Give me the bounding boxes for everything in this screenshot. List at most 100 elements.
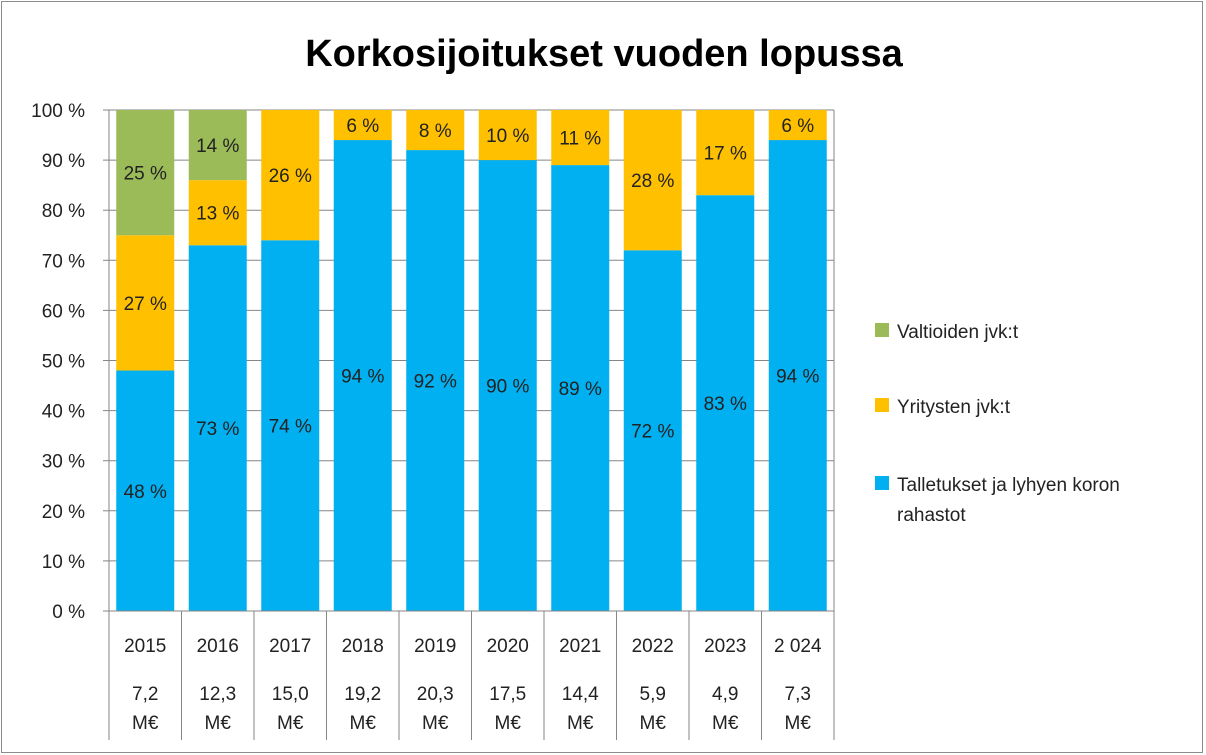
data-label: 48 %	[124, 482, 167, 503]
category-total-unit: M€	[785, 713, 812, 734]
legend-label: Yritysten jvk:t	[897, 397, 1011, 418]
category-total-value: 12,3	[199, 684, 236, 705]
bar-segment	[188, 245, 247, 611]
y-tick-label: 80 %	[42, 201, 85, 222]
data-label: 94 %	[341, 367, 384, 388]
data-label: 11 %	[559, 129, 601, 150]
data-label: 10 %	[486, 126, 529, 147]
category-label: 2015	[124, 636, 166, 657]
legend-swatch	[875, 323, 889, 337]
category-total-value: 7,2	[132, 684, 158, 705]
category-total-unit: M€	[350, 713, 377, 734]
category-label: 2016	[197, 636, 239, 657]
y-tick-label: 50 %	[42, 352, 85, 373]
legend-swatch	[875, 398, 889, 412]
data-label: 13 %	[196, 204, 239, 225]
data-label: 26 %	[269, 166, 312, 187]
y-tick-label: 100 %	[31, 101, 85, 122]
legend-swatch	[875, 476, 889, 490]
bar-segment	[333, 140, 392, 611]
category-total-value: 20,3	[417, 684, 454, 705]
category-label: 2019	[414, 636, 456, 657]
y-tick-label: 20 %	[42, 502, 85, 523]
bar-segment	[261, 240, 320, 611]
data-label: 90 %	[486, 377, 529, 398]
data-label: 83 %	[704, 394, 747, 415]
category-total-unit: M€	[567, 713, 594, 734]
bar-segment	[188, 110, 247, 181]
legend-label: Valtioiden jvk:t	[897, 322, 1019, 343]
data-label: 72 %	[631, 422, 674, 443]
chart-title: Korkosijoitukset vuoden lopussa	[305, 33, 903, 75]
y-tick-label: 30 %	[42, 452, 85, 473]
category-label: 2018	[342, 636, 384, 657]
category-total-value: 4,9	[712, 684, 738, 705]
category-total-unit: M€	[422, 713, 449, 734]
category-total-unit: M€	[712, 713, 739, 734]
bar-segment	[261, 110, 320, 241]
data-label: 92 %	[414, 372, 457, 393]
data-label: 28 %	[631, 171, 674, 192]
category-total-value: 17,5	[489, 684, 526, 705]
data-label: 73 %	[196, 419, 239, 440]
data-label: 27 %	[124, 294, 167, 315]
y-tick-label: 70 %	[42, 251, 85, 272]
category-label: 2 024	[774, 636, 822, 657]
bar-segment	[478, 160, 537, 611]
data-label: 74 %	[269, 417, 312, 438]
y-axis: 0 % 10 % 20 % 30 % 40 % 50 % 60 % 70 % 80 % 90 % 1…	[31, 101, 110, 623]
category-label: 2017	[269, 636, 311, 657]
data-labels: 48 % 27 % 25 % 73 % 13 % 14 % 74 % 26 % 94 % 6 % 9…	[124, 116, 820, 503]
data-label: 94 %	[776, 367, 819, 388]
x-axis-table: 2015 7,2 M€ 2016 12,3 M€ 2017 15,0 M€ 2018 19,2 M€ 2…	[108, 610, 835, 740]
category-label: 2020	[487, 636, 529, 657]
data-label: 6 %	[346, 116, 379, 137]
data-label: 17 %	[704, 144, 747, 165]
bar-segment	[696, 110, 755, 196]
category-total-value: 5,9	[640, 684, 666, 705]
bar-segment	[551, 165, 610, 612]
bar-series	[116, 110, 827, 612]
bar-segment	[768, 110, 827, 141]
bar-segment	[696, 195, 755, 612]
bar-segment	[188, 180, 247, 246]
bar-segment	[116, 370, 175, 611]
bar-segment	[116, 235, 175, 371]
category-total-value: 14,4	[562, 684, 599, 705]
data-label: 8 %	[419, 121, 452, 142]
bar-segment	[406, 110, 465, 151]
data-label: 89 %	[559, 379, 602, 400]
bar-segment	[116, 110, 175, 236]
category-label: 2022	[632, 636, 674, 657]
bar-segment	[551, 110, 610, 166]
data-label: 14 %	[196, 136, 239, 157]
legend-label: Talletukset ja lyhyen koron	[897, 475, 1120, 496]
category-total-unit: M€	[495, 713, 522, 734]
y-tick-label: 60 %	[42, 301, 85, 322]
category-total-value: 19,2	[344, 684, 381, 705]
bar-segment	[478, 110, 537, 161]
data-label: 25 %	[124, 164, 167, 185]
bar-segment	[333, 110, 392, 141]
bar-segment	[623, 250, 682, 611]
category-total-unit: M€	[205, 713, 232, 734]
category-total-value: 7,3	[785, 684, 811, 705]
bar-segment	[768, 140, 827, 611]
legend-label: rahastot	[897, 505, 966, 526]
category-total-unit: M€	[132, 713, 159, 734]
category-label: 2021	[559, 636, 601, 657]
category-total-value: 15,0	[272, 684, 309, 705]
y-tick-label: 10 %	[42, 552, 85, 573]
category-total-unit: M€	[277, 713, 304, 734]
bar-segment	[623, 110, 682, 251]
category-label: 2023	[704, 636, 746, 657]
y-tick-label: 0 %	[52, 602, 85, 623]
bar-segment	[406, 150, 465, 611]
data-label: 6 %	[781, 116, 814, 137]
legend: Valtioiden jvk:t Yritysten jvk:t Talletuks…	[875, 322, 1120, 526]
category-total-unit: M€	[640, 713, 667, 734]
y-tick-label: 40 %	[42, 402, 85, 423]
y-tick-label: 90 %	[42, 151, 85, 172]
